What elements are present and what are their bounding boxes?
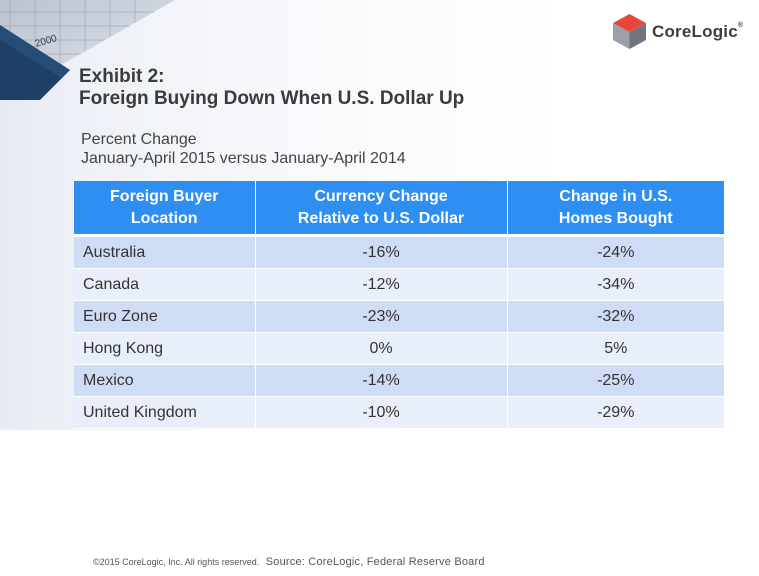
cell-homes-bought: 5% [507,332,724,365]
title-line-2: Foreign Buying Down When U.S. Dollar Up [79,88,465,109]
cell-location: Canada [74,268,256,301]
cell-currency-change: -12% [255,268,508,301]
logo-text: CoreLogic® [652,21,744,41]
corelogic-logo: CoreLogic® [613,14,743,49]
cell-homes-bought: -32% [507,300,724,333]
table-row: Euro Zone -23% -32% [74,300,724,333]
cell-currency-change: 0% [255,332,508,365]
cell-currency-change: -23% [255,300,508,333]
exhibit-title: Exhibit 2: Foreign Buying Down When U.S.… [79,66,464,110]
cell-homes-bought: -34% [507,268,724,301]
cell-currency-change: -10% [255,396,508,429]
copyright-text: ©2015 CoreLogic, Inc. All rights reserve… [93,557,260,567]
cell-location: Mexico [74,364,256,397]
cell-location: Hong Kong [74,332,256,365]
cell-homes-bought: -24% [507,235,724,269]
subtitle-line-1: Percent Change [81,131,197,148]
spreadsheet-corner-graphic: 2000 [0,0,175,100]
cell-location: Euro Zone [74,300,256,333]
table-row: Hong Kong 0% 5% [74,332,724,365]
column-header-homes-bought: Change in U.S. Homes Bought [507,181,724,237]
footer: ©2015 CoreLogic, Inc. All rights reserve… [93,556,485,568]
cell-location: Australia [74,235,256,269]
subtitle-line-2: January-April 2015 versus January-April … [81,150,406,167]
table-row: Australia -16% -24% [74,235,724,269]
table-row: United Kingdom -10% -29% [74,396,724,429]
cell-location: United Kingdom [74,396,256,429]
cell-currency-change: -16% [255,235,508,269]
cell-homes-bought: -29% [507,396,724,429]
column-header-location: Foreign Buyer Location [74,181,256,237]
title-line-1: Exhibit 2: [79,66,165,87]
cell-homes-bought: -25% [507,364,724,397]
subtitle: Percent Change January-April 2015 versus… [81,130,406,168]
table-row: Canada -12% -34% [74,268,724,301]
source-text: Source: CoreLogic, Federal Reserve Board [265,556,485,568]
table-header-row: Foreign Buyer Location Currency Change Rel… [74,181,724,237]
table-row: Mexico -14% -25% [74,364,724,397]
column-header-currency-change: Currency Change Relative to U.S. Dollar [255,181,508,237]
foreign-buying-table: Foreign Buyer Location Currency Change Rel… [74,181,724,429]
corelogic-cube-icon [613,14,646,49]
cell-currency-change: -14% [255,364,508,397]
